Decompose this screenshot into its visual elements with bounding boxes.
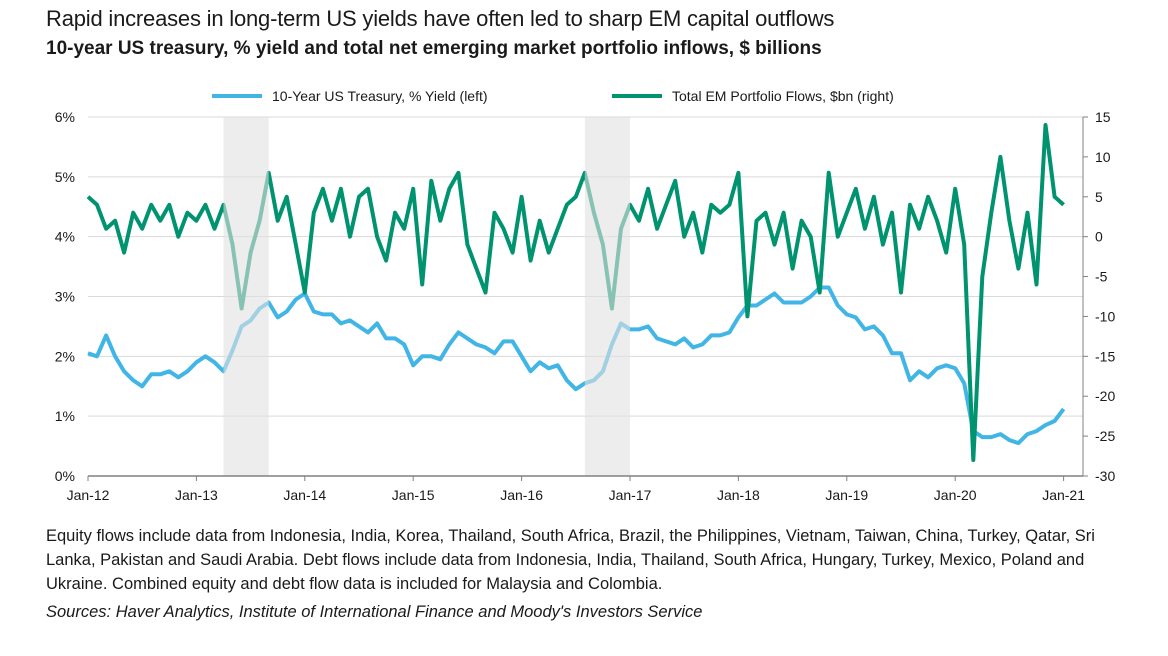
x-tick-label: Jan-14 xyxy=(283,487,326,503)
y-left-tick-label: 4% xyxy=(55,229,75,245)
y-left-tick-label: 3% xyxy=(55,289,75,305)
y-right-tick-label: 15 xyxy=(1095,109,1111,125)
footnote: Equity flows include data from Indonesia… xyxy=(46,527,1095,593)
shaded-period xyxy=(584,117,630,476)
y-left-tick-label: 6% xyxy=(55,109,75,125)
chart-title: Rapid increases in long-term US yields h… xyxy=(46,6,835,31)
x-tick-label: Jan-20 xyxy=(934,487,977,503)
chart-subtitle: 10-year US treasury, % yield and total n… xyxy=(46,38,822,59)
y-left-tick-label: 2% xyxy=(55,348,75,364)
x-tick-label: Jan-21 xyxy=(1042,487,1085,503)
y-right-tick-label: -20 xyxy=(1095,388,1115,404)
x-tick-label: Jan-17 xyxy=(609,487,652,503)
x-tick-label: Jan-16 xyxy=(500,487,543,503)
y-right-tick-label: 5 xyxy=(1095,189,1103,205)
legend: 10-Year US Treasury, % Yield (left) Tota… xyxy=(212,88,894,104)
sources-note: Sources: Haver Analytics, Institute of I… xyxy=(46,603,703,621)
x-tick-label: Jan-12 xyxy=(67,487,110,503)
y-left-tick-label: 1% xyxy=(55,408,75,424)
legend-label-flows: Total EM Portfolio Flows, $bn (right) xyxy=(672,88,894,104)
y-right-tick-label: -30 xyxy=(1095,468,1115,484)
x-tick-label: Jan-18 xyxy=(717,487,760,503)
y-right-tick-label: 10 xyxy=(1095,149,1111,165)
y-left-tick-label: 0% xyxy=(55,468,75,484)
y-right-tick-label: -10 xyxy=(1095,308,1115,324)
legend-label-yield: 10-Year US Treasury, % Yield (left) xyxy=(272,88,488,104)
shaded-period xyxy=(223,117,269,476)
y-right-tick-label: -25 xyxy=(1095,428,1115,444)
y-right-tick-label: -15 xyxy=(1095,348,1115,364)
y-left-tick-label: 5% xyxy=(55,169,75,185)
x-tick-label: Jan-13 xyxy=(175,487,218,503)
x-tick-label: Jan-19 xyxy=(825,487,868,503)
chart: 10-Year US Treasury, % Yield (left) Tota… xyxy=(55,88,1116,503)
y-right-tick-label: -5 xyxy=(1095,269,1108,285)
y-right-tick-label: 0 xyxy=(1095,229,1103,245)
x-tick-label: Jan-15 xyxy=(392,487,435,503)
